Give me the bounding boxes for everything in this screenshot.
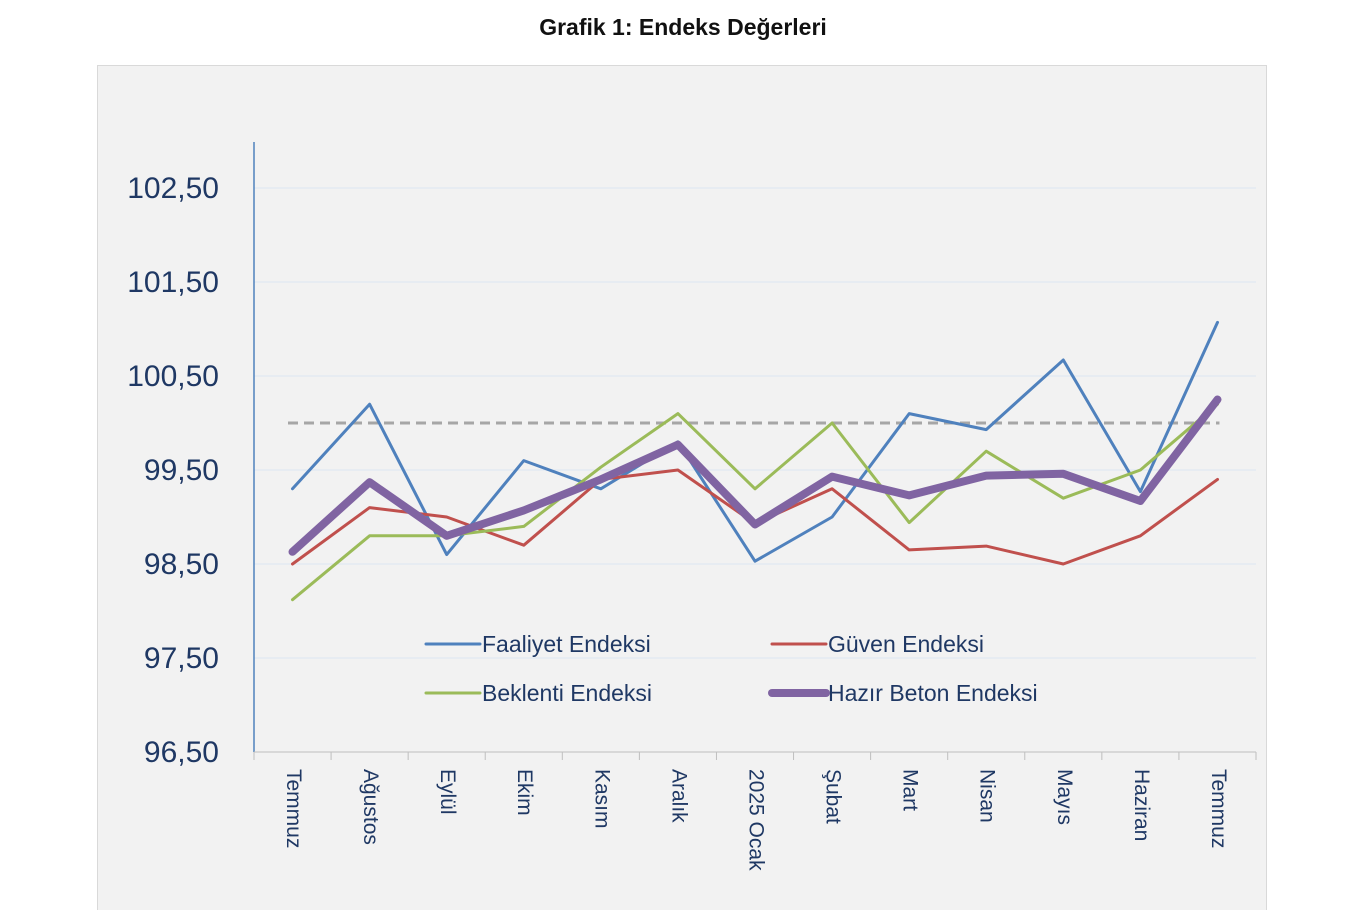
y-tick-label: 97,50	[144, 642, 219, 675]
y-tick-label: 100,50	[127, 360, 219, 393]
chart-title: Grafik 1: Endeks Değerleri	[539, 14, 827, 40]
x-tick-label: Şubat	[822, 769, 845, 824]
y-tick-label: 101,50	[127, 266, 219, 299]
x-tick-label: Mart	[899, 769, 922, 811]
x-tick-label: Mayıs	[1053, 769, 1076, 825]
x-tick-label: Temmuz	[1207, 769, 1230, 848]
x-tick-label: Aralık	[667, 769, 690, 823]
x-tick-label: Nisan	[976, 769, 999, 823]
x-tick-label: Kasım	[590, 769, 613, 829]
x-tick-label: Temmuz	[282, 769, 305, 848]
x-tick-label: Haziran	[1130, 769, 1153, 841]
y-tick-label: 98,50	[144, 548, 219, 581]
x-tick-label: Eylül	[436, 769, 459, 815]
series-line	[291, 320, 1219, 563]
y-tick-label: 99,50	[144, 454, 219, 487]
y-tick-label: 96,50	[144, 736, 219, 769]
legend-label: Hazır Beton Endeksi	[828, 680, 1038, 706]
x-tick-label: 2025 Ocak	[744, 769, 767, 871]
x-tick-label: Ekim	[513, 769, 536, 816]
x-tick-label: Ağustos	[359, 769, 382, 845]
y-tick-label: 102,50	[127, 172, 219, 205]
legend-label: Güven Endeksi	[828, 631, 984, 657]
series-line	[288, 395, 1222, 556]
series-line	[291, 468, 1219, 566]
legend-label: Beklenti Endeksi	[482, 680, 652, 706]
legend-label: Faaliyet Endeksi	[482, 631, 651, 657]
series-line	[291, 402, 1219, 602]
